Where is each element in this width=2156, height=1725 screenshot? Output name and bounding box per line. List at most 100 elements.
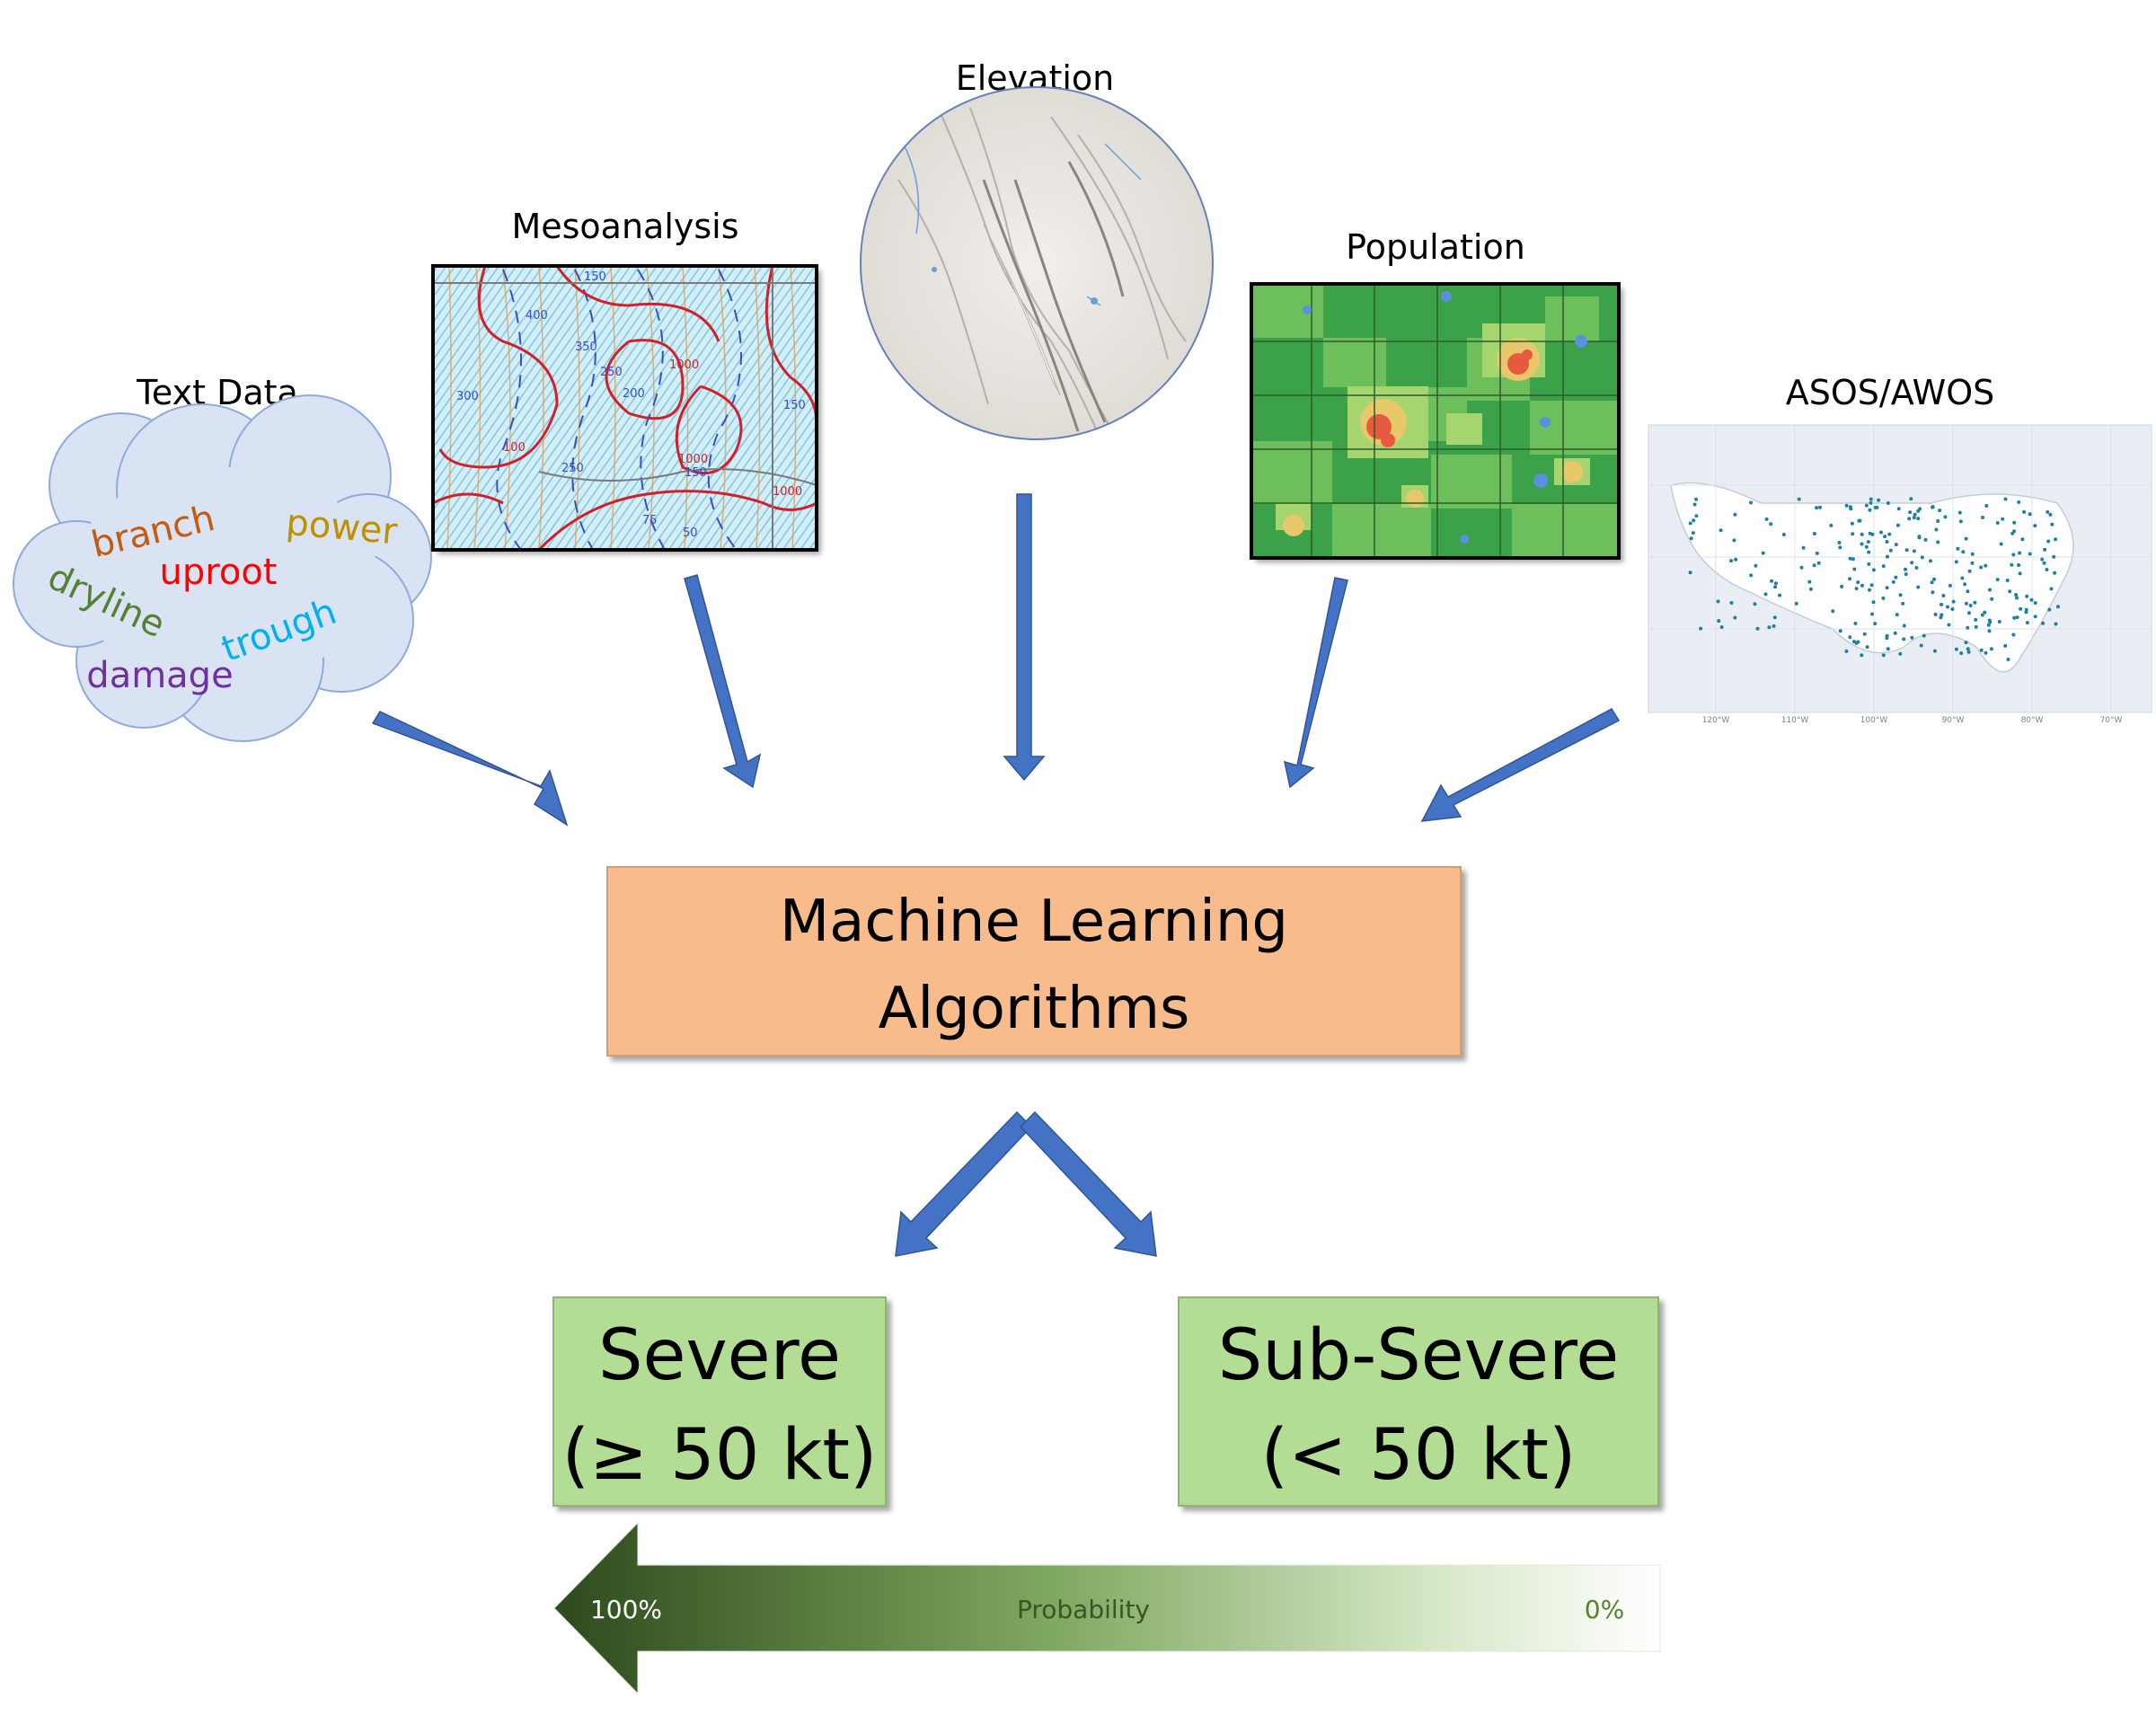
- station-dot: [1898, 651, 1903, 656]
- cloud-shape: [13, 394, 432, 742]
- station-dot: [1772, 624, 1776, 628]
- mesoanalysis-frame: [431, 264, 818, 552]
- station-dot: [1901, 601, 1905, 606]
- station-dot: [1844, 503, 1849, 508]
- station-dot: [1879, 530, 1883, 535]
- station-dot: [1943, 515, 1948, 519]
- station-dot: [1881, 564, 1886, 569]
- station-dot: [1858, 518, 1862, 523]
- station-dot: [1870, 612, 1874, 616]
- station-dot: [1885, 586, 1889, 590]
- station-dot: [1932, 649, 1937, 653]
- station-dot: [1979, 565, 1984, 570]
- probability-arrow: 100% Probability 0%: [553, 1521, 1661, 1695]
- station-dot: [1865, 645, 1869, 650]
- station-dot: [1852, 640, 1856, 644]
- station-dot: [1896, 507, 1901, 511]
- station-dot: [1840, 584, 1844, 588]
- station-dot: [1891, 579, 1895, 584]
- contour-label: 1000: [669, 358, 699, 372]
- station-dot: [1954, 647, 1958, 651]
- station-dot: [2029, 597, 2034, 602]
- station-dot: [1860, 532, 1864, 536]
- station-dot: [1877, 498, 1881, 502]
- station-dot: [1929, 559, 1932, 563]
- contour-label: 150: [685, 466, 707, 480]
- station-dot: [1848, 556, 1852, 561]
- arrow-ml-to-subsevere: [1019, 1110, 1157, 1257]
- station-dot: [1973, 600, 1977, 605]
- station-dot: [1904, 572, 1908, 577]
- station-dot: [1808, 587, 1813, 591]
- station-dot: [1967, 569, 1972, 573]
- station-dot: [1831, 609, 1835, 614]
- station-dot: [1902, 624, 1906, 628]
- station-dot: [2042, 561, 2046, 565]
- station-dot: [1869, 500, 1873, 505]
- lon-tick-label: 70°W: [2100, 716, 2123, 725]
- elevation-group: Elevation: [860, 58, 1214, 440]
- mesoanalysis-group: Mesoanalysis: [431, 207, 818, 552]
- severe-box: Severe (≥ 50 kt): [552, 1296, 887, 1507]
- station-dot: [2041, 621, 2046, 625]
- station-dot: [1688, 571, 1692, 575]
- station-dot: [2012, 520, 2017, 525]
- station-dot: [2033, 524, 2037, 528]
- station-dot: [1910, 561, 1914, 565]
- station-dot: [2049, 587, 2054, 591]
- station-dot: [1812, 532, 1816, 535]
- station-dot: [1984, 563, 1988, 568]
- station-dot: [1692, 518, 1696, 523]
- station-dot: [1947, 623, 1951, 627]
- station-dot: [1733, 615, 1737, 620]
- station-dot: [2022, 509, 2027, 514]
- station-dot: [1957, 510, 1962, 515]
- station-dot: [1938, 509, 1942, 513]
- station-dot: [1916, 585, 1921, 589]
- station-dot: [2015, 596, 2019, 600]
- contour-label: 250: [600, 366, 623, 379]
- station-dot: [1958, 519, 1963, 524]
- contour-label: 1000: [678, 453, 708, 466]
- station-dot: [1781, 533, 1786, 536]
- station-dot: [1964, 641, 1968, 645]
- station-dot: [1838, 545, 1842, 550]
- station-dot: [1931, 590, 1935, 595]
- station-dot: [2025, 621, 2029, 625]
- population-frame: [1250, 282, 1621, 560]
- station-dot: [1983, 610, 1987, 615]
- station-dot: [1940, 602, 1943, 606]
- station-dot: [1895, 613, 1899, 617]
- station-dot: [2011, 632, 2016, 637]
- station-dot: [1881, 596, 1886, 600]
- station-dot: [1932, 577, 1936, 581]
- station-dot: [1799, 565, 1804, 570]
- station-dot: [2047, 607, 2052, 612]
- word-damage: damage: [86, 655, 233, 696]
- station-dot: [1912, 549, 1916, 553]
- asos-awos-label: ASOS/AWOS: [1786, 373, 1994, 412]
- station-dot: [1873, 622, 1878, 626]
- station-dot: [1778, 593, 1781, 597]
- station-dot: [2025, 594, 2029, 598]
- station-dot: [1864, 544, 1869, 549]
- station-dot: [1797, 497, 1801, 501]
- station-dot: [1919, 643, 1923, 648]
- station-dot: [1895, 523, 1900, 527]
- contour-label: 400: [526, 309, 548, 323]
- station-dot: [1849, 507, 1853, 511]
- station-dot: [1966, 647, 1970, 651]
- station-dot: [1829, 523, 1833, 527]
- station-dot: [1995, 521, 2000, 525]
- station-dot: [2012, 615, 2017, 620]
- station-dot: [1950, 607, 1955, 611]
- station-dot: [2033, 615, 2037, 619]
- probability-right-label: 0%: [1585, 1595, 1624, 1624]
- station-dot: [1912, 516, 1916, 520]
- station-dot: [1951, 599, 1956, 604]
- station-dot: [1732, 538, 1736, 543]
- station-dot: [2050, 522, 2054, 526]
- contour-label: 300: [456, 390, 479, 403]
- station-dot: [1734, 557, 1738, 562]
- station-dot: [1997, 620, 2001, 624]
